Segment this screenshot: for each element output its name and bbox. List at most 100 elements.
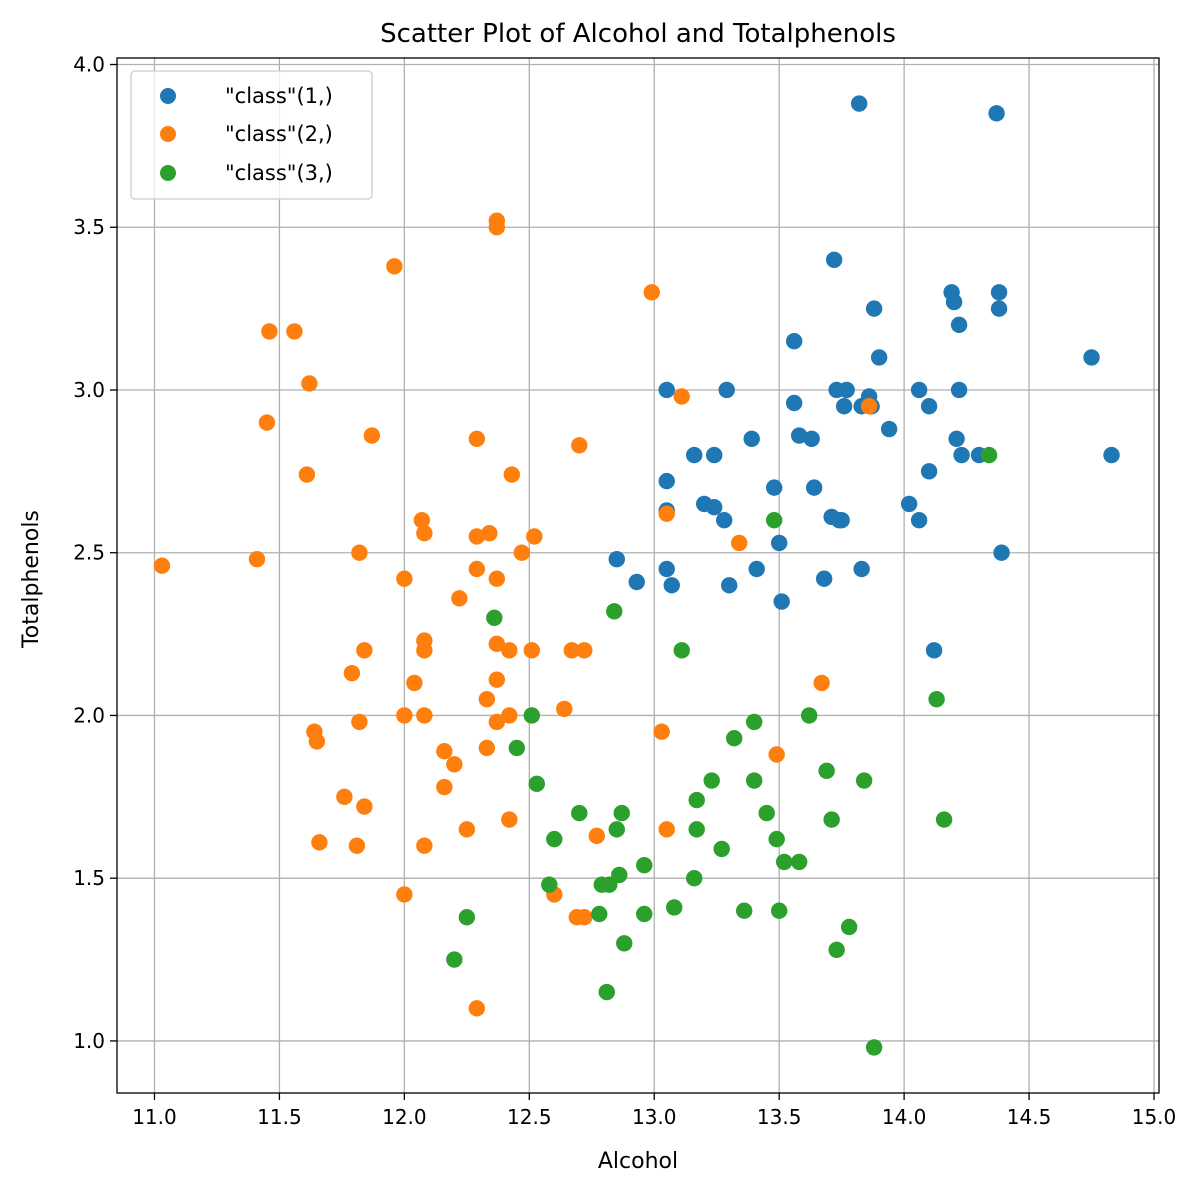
data-point	[356, 642, 373, 659]
x-tick-label: 11.0	[132, 1105, 177, 1129]
data-point	[523, 642, 541, 659]
x-tick-label: 12.0	[382, 1105, 427, 1129]
data-point	[706, 498, 723, 516]
data-point	[880, 420, 898, 438]
data-point	[718, 381, 735, 399]
data-point	[386, 258, 403, 275]
data-point	[606, 603, 623, 620]
data-point	[803, 430, 820, 448]
data-point	[416, 642, 433, 659]
data-point	[628, 573, 645, 591]
data-point	[343, 664, 361, 682]
data-point	[773, 593, 790, 610]
data-point	[666, 899, 683, 916]
data-point	[248, 551, 266, 568]
y-tick-label: 1.0	[73, 1029, 105, 1053]
data-points	[153, 95, 1120, 1056]
data-point	[950, 316, 968, 334]
data-point	[663, 577, 680, 594]
data-point	[458, 821, 476, 838]
data-point	[501, 707, 518, 724]
data-point	[356, 798, 373, 815]
data-point	[768, 746, 785, 763]
data-point	[726, 730, 743, 747]
data-point	[363, 427, 381, 444]
x-axis-label: Alcohol	[598, 1149, 678, 1174]
data-point	[713, 840, 730, 858]
legend-marker-class-3	[160, 165, 176, 181]
data-point	[406, 674, 423, 692]
data-point	[658, 505, 675, 522]
data-point	[988, 105, 1005, 122]
data-point	[451, 590, 468, 607]
data-point	[688, 791, 705, 809]
data-point	[840, 918, 858, 936]
x-tick-label: 14.5	[1007, 1105, 1052, 1129]
data-point	[348, 837, 366, 854]
data-point	[870, 349, 888, 366]
data-point	[576, 642, 593, 659]
data-point	[948, 430, 965, 448]
y-tick-label: 2.5	[73, 541, 105, 565]
data-point	[608, 821, 625, 838]
data-point	[850, 95, 868, 112]
data-point	[745, 713, 763, 731]
data-point	[865, 1039, 883, 1056]
y-tick-label: 4.0	[73, 53, 105, 77]
chart-title: Scatter Plot of Alcohol and Totalphenols	[380, 19, 896, 49]
data-point	[576, 909, 593, 926]
data-point	[436, 778, 453, 796]
data-point	[616, 935, 633, 952]
data-point	[396, 886, 413, 903]
data-point	[608, 551, 625, 568]
data-point	[688, 821, 705, 838]
data-point	[686, 869, 703, 887]
data-point	[351, 544, 368, 561]
legend-label-class-3: "class"(3,)	[225, 161, 333, 185]
data-point	[658, 560, 675, 578]
data-point	[815, 570, 833, 587]
data-point	[945, 293, 963, 311]
data-point	[488, 635, 506, 653]
data-point	[758, 804, 775, 822]
data-point	[301, 375, 318, 392]
data-point	[613, 804, 630, 822]
data-point	[735, 902, 753, 919]
data-point	[800, 707, 818, 724]
data-point	[928, 690, 945, 708]
data-point	[636, 856, 653, 874]
data-point	[953, 446, 970, 464]
y-axis-label: Totalphenols	[19, 510, 44, 649]
y-tick-label: 3.0	[73, 378, 105, 402]
data-point	[950, 381, 968, 399]
data-point	[838, 381, 855, 399]
data-point	[396, 707, 413, 724]
data-point	[546, 830, 563, 848]
legend-marker-class-1	[160, 88, 176, 104]
data-point	[790, 427, 808, 444]
data-point	[765, 479, 783, 496]
data-point	[468, 560, 486, 578]
data-point	[351, 713, 368, 731]
data-point	[1083, 349, 1100, 366]
data-point	[658, 472, 675, 490]
data-point	[770, 534, 788, 552]
data-point	[706, 446, 723, 464]
data-point	[446, 951, 463, 968]
data-point	[910, 511, 928, 529]
data-point	[721, 577, 738, 594]
data-point	[153, 557, 171, 574]
data-point	[523, 707, 541, 724]
data-point	[818, 762, 835, 779]
legend: "class"(1,) "class"(2,) "class"(3,)	[130, 70, 373, 200]
data-point	[286, 323, 303, 340]
series-class-3	[446, 446, 998, 1056]
data-point	[601, 876, 618, 893]
data-point	[588, 827, 605, 845]
legend-box	[130, 70, 373, 200]
data-point	[813, 674, 830, 692]
data-point	[541, 876, 558, 893]
series-class-2	[153, 212, 878, 1017]
data-point	[743, 430, 760, 448]
